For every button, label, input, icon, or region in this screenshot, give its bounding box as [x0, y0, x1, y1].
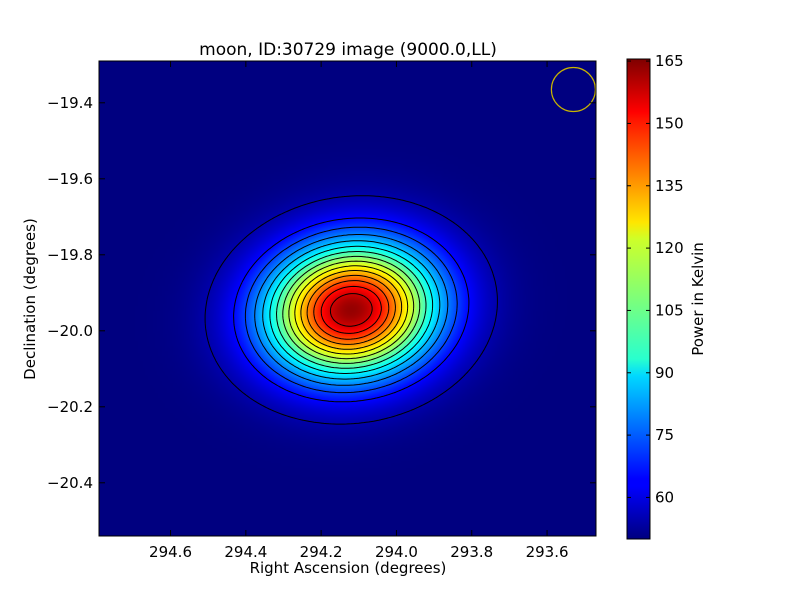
plot-frame [98, 60, 597, 537]
colorbar-tick-label: 60 [655, 488, 674, 506]
colorbar-label: Power in Kelvin [689, 242, 707, 356]
plot-area [98, 60, 597, 537]
y-tick-label: −20.4 [47, 474, 93, 492]
colorbar-tick-label: 105 [655, 301, 684, 319]
contour-level-12 [313, 280, 390, 340]
y-tick-label: −20.2 [47, 398, 93, 416]
colorbar-tick-label: 150 [655, 114, 684, 132]
contour-level-0 [204, 195, 498, 425]
y-tick-label: −19.4 [47, 94, 93, 112]
colorbar-gradient [627, 59, 650, 539]
heatmap-image [99, 61, 596, 536]
colorbar-frame [626, 58, 651, 540]
contour-level-10 [300, 270, 403, 350]
colorbar-tick-label: 135 [655, 177, 684, 195]
y-tick-label: −19.6 [47, 170, 93, 188]
colorbar-tick-label: 165 [655, 52, 684, 70]
x-axis-label: Right Ascension (degrees) [250, 559, 447, 577]
x-tick-label: 294.4 [224, 543, 267, 561]
x-tick-label: 293.6 [526, 543, 569, 561]
colorbar-ticks: 60 75 90 105 120 135 150 165 [627, 52, 684, 506]
contour-level-3 [254, 234, 449, 386]
colorbar-tick-label: 120 [655, 239, 684, 257]
x-axis-ticks: 294.6 294.4 294.2 294.0 293.8 293.6 [149, 61, 569, 561]
contour-level-9 [294, 265, 409, 355]
x-tick-label: 294.0 [375, 543, 418, 561]
contour-lines [204, 195, 498, 425]
beam-circle [550, 66, 597, 113]
y-axis-label: Declination (degrees) [21, 218, 39, 380]
contour-level-4 [262, 240, 441, 380]
y-axis-ticks: −19.4 −19.6 −19.8 −20.0 −20.2 −20.4 [47, 94, 596, 492]
contour-level-7 [282, 255, 421, 364]
contour-level-13 [320, 285, 382, 334]
x-tick-label: 294.2 [300, 543, 343, 561]
contour-level-11 [306, 274, 396, 345]
chart-title: moon, ID:30729 image (9000.0,LL) [199, 40, 497, 60]
x-tick-label: 294.6 [149, 543, 192, 561]
y-tick-label: −20.0 [47, 322, 93, 340]
colorbar: 60 75 90 105 120 135 150 165 Power in Kelvin [626, 52, 707, 540]
y-tick-label: −19.8 [47, 246, 93, 264]
colorbar-tick-label: 75 [655, 426, 674, 444]
contour-level-1 [233, 217, 470, 403]
contour-level-2 [244, 226, 458, 394]
contour-level-6 [276, 251, 427, 369]
x-tick-label: 293.8 [450, 543, 493, 561]
contour-level-14 [329, 293, 373, 327]
colorbar-tick-label: 90 [655, 364, 674, 382]
contour-level-8 [288, 260, 415, 360]
contour-level-5 [269, 245, 434, 374]
